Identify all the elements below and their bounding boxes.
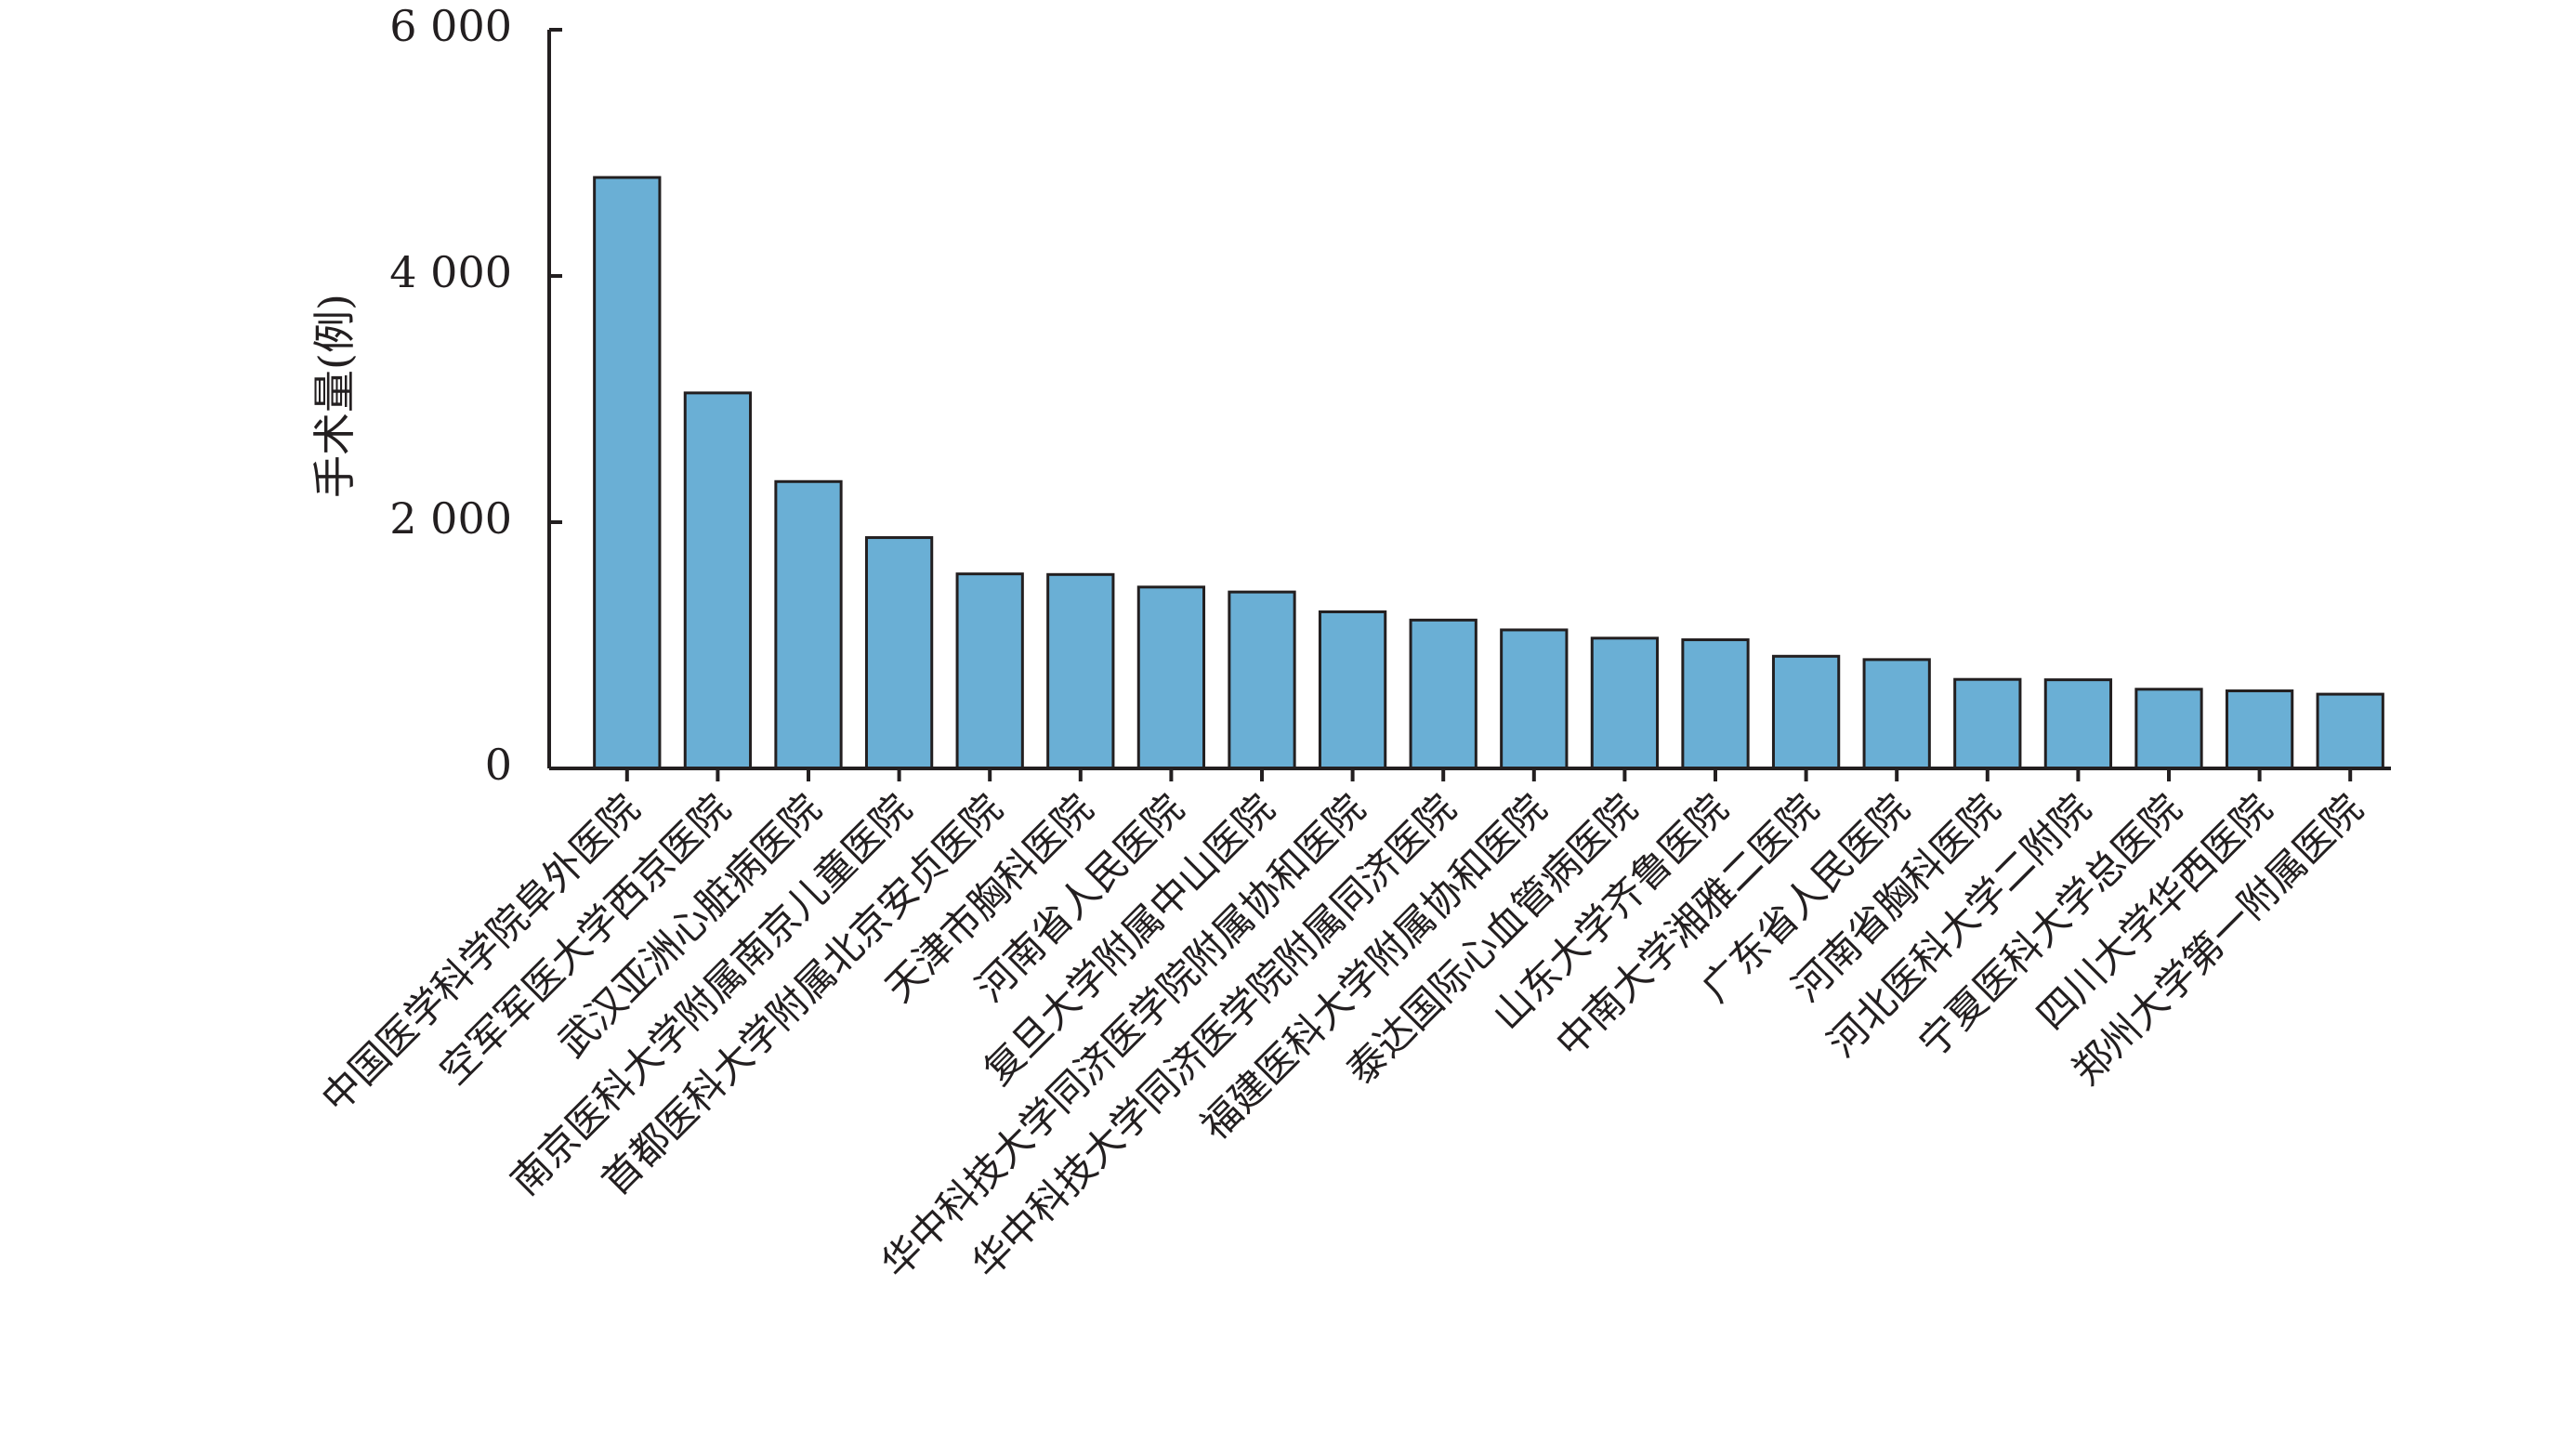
bar: [683, 391, 753, 770]
y-tick-label: 0: [485, 740, 512, 790]
bar: [1409, 618, 1478, 770]
bar: [864, 536, 934, 770]
bar: [774, 479, 843, 770]
bar: [1136, 585, 1206, 770]
bar: [2134, 688, 2203, 770]
bar: [1862, 658, 1931, 770]
bar: [955, 572, 1024, 770]
y-tick-label: 2 000: [389, 493, 512, 544]
bar: [593, 176, 662, 770]
bar: [2316, 692, 2384, 770]
bar: [1318, 610, 1387, 770]
bar: [2043, 678, 2113, 770]
bar: [2225, 689, 2294, 770]
bar: [1771, 654, 1841, 770]
bar: [1500, 628, 1569, 770]
bar: [1681, 638, 1750, 770]
bar: [1228, 590, 1296, 770]
bar: [1953, 677, 2022, 770]
y-tick-label: 6 000: [389, 1, 512, 51]
y-axis-label: 手术量(例): [309, 294, 360, 498]
bar: [1046, 572, 1115, 770]
bar: [1590, 636, 1660, 770]
y-tick-label: 4 000: [389, 247, 512, 297]
